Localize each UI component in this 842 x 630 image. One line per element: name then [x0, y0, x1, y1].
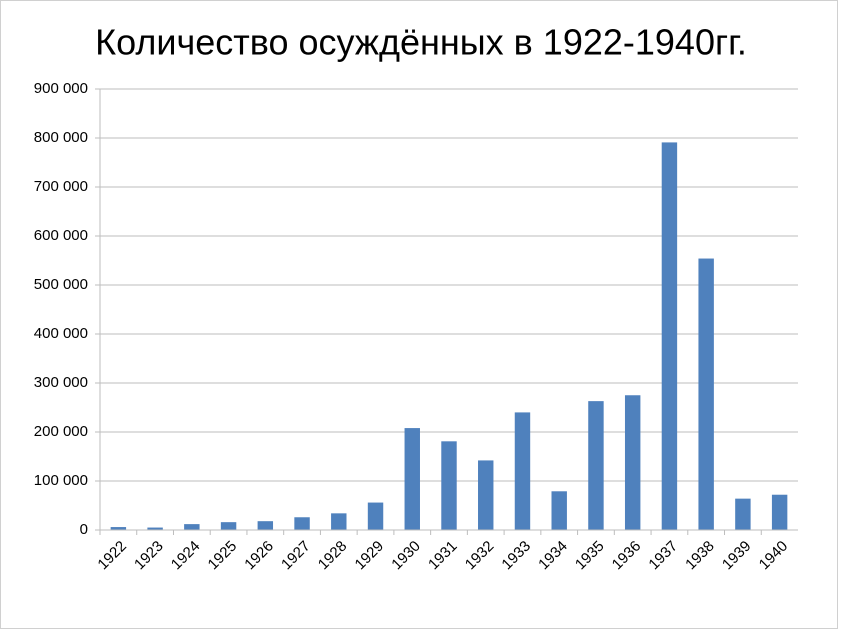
bar [588, 401, 604, 530]
bar [478, 460, 494, 530]
bar [441, 441, 457, 530]
y-tick-label: 600 000 [34, 227, 88, 244]
bar [698, 258, 714, 530]
bar [184, 524, 200, 530]
bar [257, 521, 274, 530]
y-tick-label: 200 000 [34, 423, 88, 440]
y-tick-label: 900 000 [34, 80, 88, 97]
bar [735, 498, 751, 530]
y-tick-label: 500 000 [34, 276, 88, 293]
bar [331, 513, 347, 530]
bar [661, 142, 678, 530]
bar [294, 517, 310, 530]
bar [624, 395, 641, 530]
bar [514, 412, 531, 530]
bar [147, 527, 163, 530]
bar [367, 502, 384, 530]
y-tick-label: 0 [80, 521, 88, 538]
bar [771, 494, 788, 530]
bar [220, 522, 237, 530]
bar [110, 527, 127, 530]
y-tick-label: 100 000 [34, 472, 88, 489]
bar [551, 491, 567, 530]
y-tick-label: 700 000 [34, 178, 88, 195]
y-tick-label: 800 000 [34, 129, 88, 146]
y-tick-label: 300 000 [34, 374, 88, 391]
chart-title: Количество осуждённых в 1922-1940гг. [95, 22, 747, 63]
y-tick-label: 400 000 [34, 325, 88, 342]
bar [404, 428, 420, 530]
